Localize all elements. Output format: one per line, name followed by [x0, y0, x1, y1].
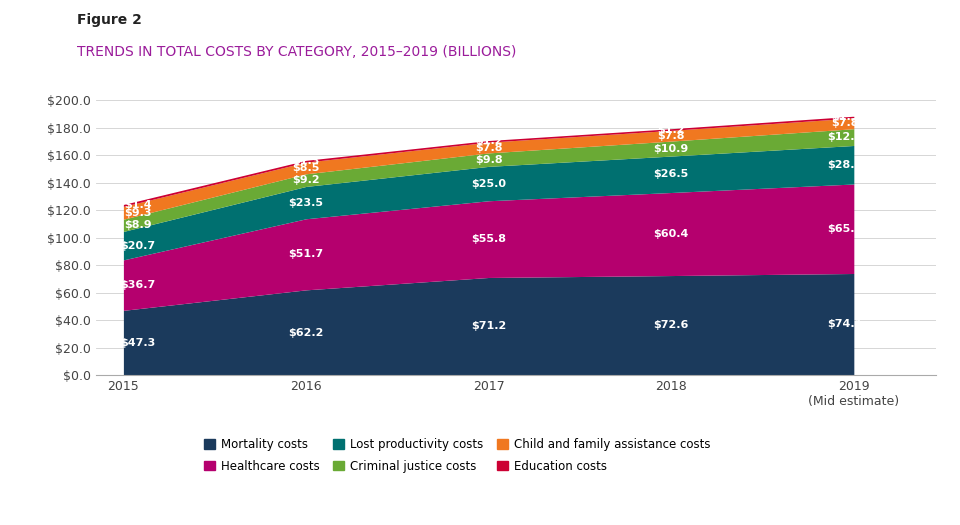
Text: $1.2: $1.2	[475, 136, 502, 146]
Text: $25.0: $25.0	[471, 178, 506, 188]
Text: $74.1: $74.1	[827, 319, 862, 329]
Text: $9.8: $9.8	[475, 155, 502, 165]
Text: $1.4: $1.4	[124, 201, 152, 211]
Text: $9.3: $9.3	[124, 208, 152, 218]
Text: $20.7: $20.7	[120, 240, 156, 250]
Text: $8.5: $8.5	[292, 163, 320, 173]
Text: $65.1: $65.1	[828, 224, 862, 234]
Text: $47.3: $47.3	[120, 338, 156, 348]
Text: Figure 2: Figure 2	[77, 13, 142, 27]
Text: $26.5: $26.5	[654, 169, 689, 179]
Text: $72.6: $72.6	[654, 320, 689, 330]
Text: $12.2: $12.2	[828, 132, 862, 142]
Text: $28.0: $28.0	[828, 160, 862, 170]
Text: $1.3: $1.3	[831, 112, 858, 122]
Text: $8.9: $8.9	[124, 220, 152, 230]
Text: $7.8: $7.8	[658, 131, 685, 141]
Text: $7.8: $7.8	[831, 118, 858, 128]
Text: TRENDS IN TOTAL COSTS BY CATEGORY, 2015–2019 (BILLIONS): TRENDS IN TOTAL COSTS BY CATEGORY, 2015–…	[77, 45, 516, 59]
Text: $1.2: $1.2	[658, 124, 685, 134]
Text: $51.7: $51.7	[288, 249, 324, 259]
Text: $23.5: $23.5	[289, 197, 324, 207]
Text: $60.4: $60.4	[654, 229, 689, 239]
Text: $1.3: $1.3	[292, 156, 320, 166]
Text: $71.2: $71.2	[471, 321, 506, 331]
Legend: Mortality costs, Healthcare costs, Lost productivity costs, Criminal justice cos: Mortality costs, Healthcare costs, Lost …	[200, 433, 715, 478]
Text: $10.9: $10.9	[654, 143, 689, 154]
Text: $36.7: $36.7	[120, 280, 156, 290]
Text: $62.2: $62.2	[288, 328, 324, 338]
Text: $55.8: $55.8	[471, 234, 506, 244]
Text: $9.2: $9.2	[292, 175, 320, 185]
Text: $7.8: $7.8	[475, 142, 502, 153]
